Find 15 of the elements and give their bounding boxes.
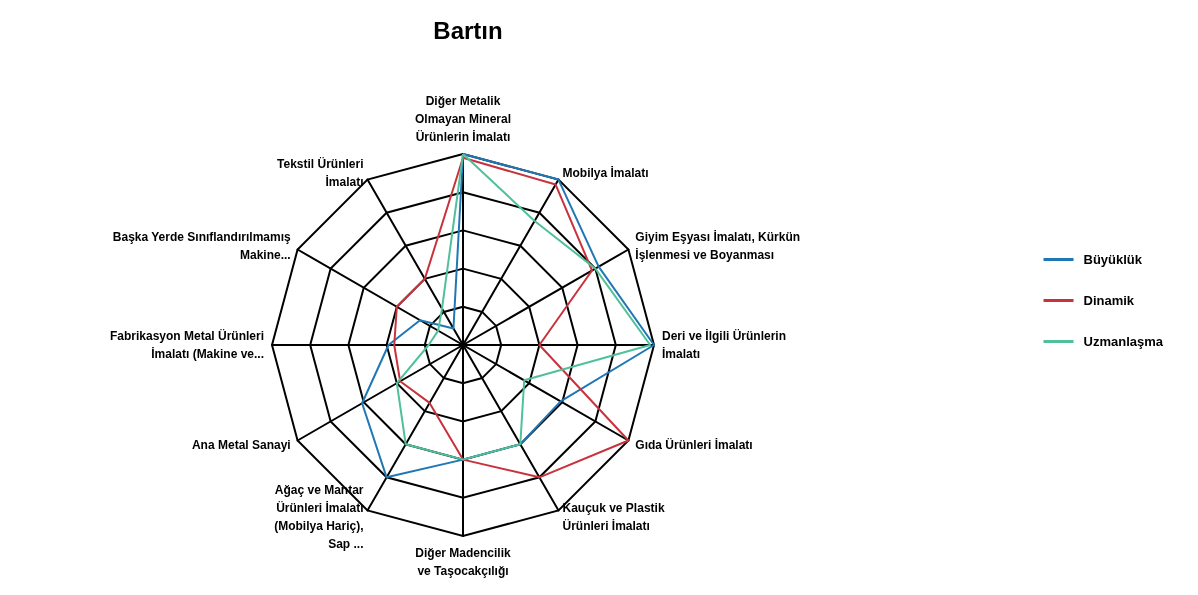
spoke-label: Mobilya İmalatı [562, 164, 649, 180]
spoke-label: Fabrikasyon Metal Ürünleri İmalatı (Makine ve... [109, 328, 264, 361]
spoke-label: Giyim Eşyası İmalatı, Kürkün İşlenmesi ve Boyanması [635, 228, 801, 262]
chart-title: Bartın [433, 16, 503, 44]
spoke-label: Gıda Ürünleri İmalatı [635, 436, 753, 452]
spoke-label: Diğer Metalik Olmayan Mineral Ürünlerin İmalatı [414, 94, 512, 144]
legend-label: Dinamik [1083, 293, 1135, 308]
spoke-label: Deri ve İlgili Ürünlerin İmalatı [662, 328, 787, 361]
spoke-label: Tekstil Ürünleri İmalatı [277, 155, 364, 189]
spoke-label: Başka Yerde Sınıflandırılmamış Makine... [112, 229, 291, 262]
legend-label: Uzmanlaşma [1083, 334, 1164, 349]
spoke-label: Kauçuk ve Plastik Ürünleri İmalatı [562, 501, 665, 534]
legend-label: Büyüklük [1083, 252, 1143, 267]
spoke-label: Diğer Madencilik ve Taşocakçılığı [415, 546, 511, 578]
spoke-label: Ana Metal Sanayi [191, 437, 291, 452]
